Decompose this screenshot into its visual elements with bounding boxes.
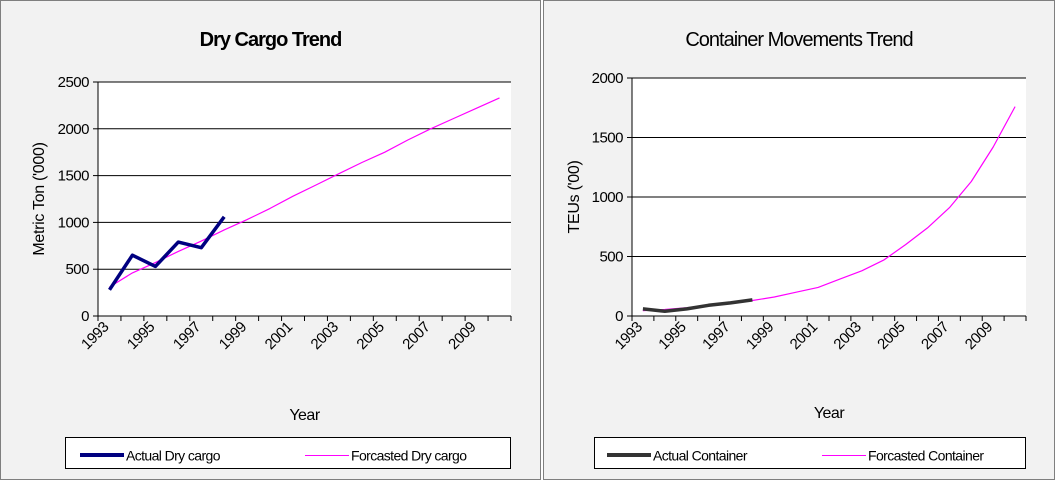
legend-label: Actual Dry cargo	[126, 447, 220, 464]
container-chart-panel: Container Movements Trend 0 500 1000 1500 20…	[543, 0, 1055, 480]
y-tick-label: 0	[615, 308, 623, 325]
legend: Actual Dry cargo Forcasted Dry cargo	[65, 437, 511, 469]
y-tick-label: 2000	[592, 70, 624, 87]
legend-item-actual-dry-cargo: Actual Dry cargo	[80, 446, 220, 464]
x-tick-label: 1999	[743, 319, 777, 353]
y-axis-title: TEUs ('00)	[566, 161, 583, 234]
x-tick-label: 1997	[699, 319, 733, 353]
y-tick-label: 1000	[58, 214, 90, 231]
y-tick-label: 500	[65, 261, 89, 278]
x-axis-title: Year	[289, 407, 321, 424]
y-tick-label: 1500	[58, 168, 90, 185]
legend-label: Actual Container	[653, 447, 748, 464]
x-tick-label: 1997	[170, 319, 204, 353]
x-tick-label: 2009	[445, 319, 479, 353]
legend: Actual Container Forcasted Container	[594, 437, 1026, 469]
legend-swatch	[305, 454, 349, 456]
chart-title: Container Movements Trend	[685, 29, 913, 51]
x-tick-label: 1999	[216, 319, 250, 353]
x-tick-label: 2009	[962, 319, 996, 353]
legend-swatch	[822, 454, 866, 456]
x-tick-label: 2005	[874, 319, 908, 353]
legend-label: Forcasted Dry cargo	[351, 447, 467, 464]
x-tick-label: 1995	[655, 319, 689, 353]
y-axis-title: Metric Ton ('000)	[31, 142, 48, 255]
y-tick-label: 0	[81, 308, 89, 325]
x-tick-label: 2007	[918, 319, 952, 353]
legend-label: Forcasted Container	[868, 447, 984, 464]
y-tick-label: 2500	[58, 74, 90, 91]
x-axis-title: Year	[814, 405, 846, 422]
x-tick-label: 2005	[353, 319, 387, 353]
legend-item-forcasted-dry-cargo: Forcasted Dry cargo	[305, 446, 467, 464]
y-tick-label: 1000	[592, 189, 624, 206]
dry-cargo-chart-panel: Dry Cargo Trend 0 500 1000 1500 2000 2500 1993…	[0, 0, 541, 480]
plot-area	[98, 82, 511, 316]
y-tick-label: 1500	[592, 130, 624, 147]
y-tick-label: 2000	[58, 121, 90, 138]
x-tick-label: 2007	[399, 319, 433, 353]
series-line-actual-container	[642, 298, 753, 313]
x-tick-label: 2003	[308, 319, 342, 353]
x-tick-label: 2001	[787, 319, 821, 353]
x-tick-label: 1995	[124, 319, 158, 353]
chart-title: Dry Cargo Trend	[199, 29, 343, 51]
series-line-actual-dry-cargo	[108, 215, 226, 291]
series-line-forcasted-dry-cargo	[109, 97, 500, 288]
legend-swatch	[607, 453, 651, 458]
legend-swatch	[80, 453, 124, 458]
legend-item-forcasted-container: Forcasted Container	[822, 446, 984, 464]
legend-item-actual-container: Actual Container	[607, 446, 748, 464]
y-tick-label: 500	[599, 249, 623, 266]
x-tick-label: 2001	[262, 319, 296, 353]
x-tick-label: 2003	[830, 319, 864, 353]
